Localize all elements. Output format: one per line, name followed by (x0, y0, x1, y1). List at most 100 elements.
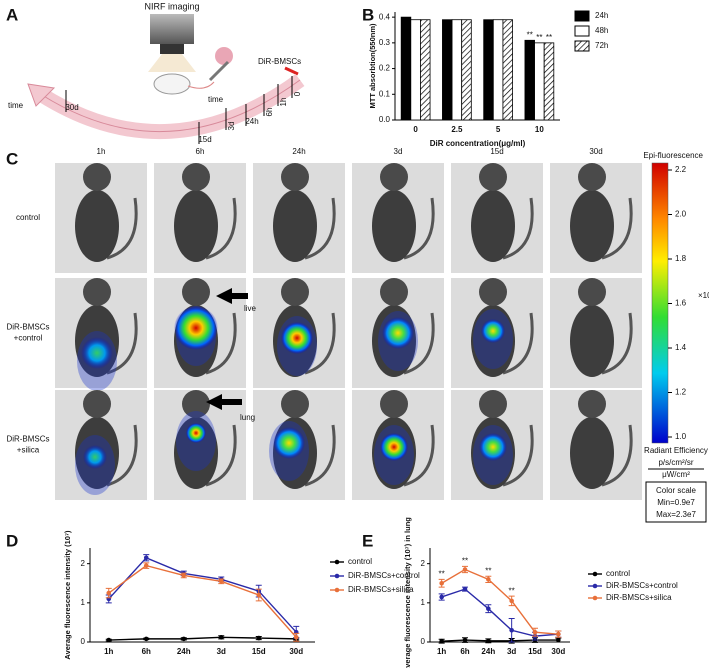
row-label: +control (14, 334, 43, 343)
mouse-body (174, 417, 218, 489)
fluorescence-spot (273, 427, 305, 459)
column-header: 3d (394, 147, 403, 156)
x-tick-label: 1h (104, 647, 113, 656)
mouse-head (83, 390, 111, 418)
point (462, 637, 468, 643)
row-label: control (16, 213, 40, 222)
y-tick-label: 0.0 (379, 115, 391, 124)
mouse-tail (403, 312, 435, 375)
line (441, 639, 559, 642)
mouse-head (380, 163, 408, 191)
mouse-tail (205, 312, 237, 375)
legend-marker (334, 559, 340, 565)
line (108, 564, 297, 638)
colorbar-tick-label: 1.2 (675, 388, 687, 397)
point (532, 629, 538, 635)
row-label: +silica (17, 446, 40, 455)
mouse-tail (304, 312, 336, 375)
panel-label: B (362, 5, 374, 24)
legend-label: DiR-BMSCs+control (348, 571, 420, 580)
point (106, 637, 112, 643)
y-tick-label: 0 (421, 637, 426, 646)
legend-marker (334, 573, 340, 579)
x-tick-label: 3d (507, 647, 516, 656)
mouse-tail (601, 312, 633, 375)
legend-swatch (574, 25, 590, 37)
legend-marker (334, 587, 340, 593)
mouse-tail (205, 197, 237, 260)
y-tick-label: 0 (81, 637, 86, 646)
x-tick-label: 15d (528, 647, 542, 656)
x-tick-label: 5 (496, 125, 501, 134)
timepoint-label: 15d (198, 135, 211, 144)
point (439, 594, 444, 600)
mouse-tail (187, 81, 215, 89)
point (106, 590, 112, 596)
mouse-head (578, 163, 606, 191)
syringe (208, 60, 230, 82)
row-label: DiR-BMSCs (6, 435, 49, 444)
cell-label: DiR-BMSCs (258, 57, 301, 66)
x-tick-label: 3d (217, 647, 226, 656)
annotation: lung (240, 413, 255, 422)
scale-min: Min=0.9e7 (657, 498, 695, 507)
mouse-head (479, 390, 507, 418)
mouse-head (182, 278, 210, 306)
y-tick-label: 0.1 (379, 89, 391, 98)
mouse-tail (502, 197, 534, 260)
fluorescence-spot (83, 445, 107, 469)
time-label: time (208, 95, 224, 104)
timepoint-label: 6h (265, 108, 274, 117)
mouse-head (479, 163, 507, 191)
x-tick-label: 30d (289, 647, 303, 656)
x-tick-label: 24h (177, 647, 191, 656)
light-cone (148, 54, 196, 72)
bar (410, 19, 421, 121)
camera-lens (160, 44, 184, 54)
point (293, 635, 299, 640)
mouse-tail (502, 424, 534, 487)
mouse-tail (106, 312, 138, 375)
legend-swatch (574, 10, 590, 22)
bar (534, 42, 545, 121)
point (509, 598, 514, 604)
point (486, 638, 491, 644)
legend-marker (592, 571, 598, 577)
x-tick-label: 1h (437, 647, 446, 656)
legend-label: DiR-BMSCs+silica (606, 593, 672, 602)
panel-label: D (6, 531, 18, 550)
bar (400, 16, 412, 121)
point (462, 567, 468, 572)
column-header: 1h (97, 147, 106, 156)
line (441, 588, 559, 637)
colorbar (651, 162, 669, 444)
row-label: DiR-BMSCs (6, 323, 49, 332)
y-tick-label: 1 (421, 598, 426, 607)
colorbar-tick-label: 1.8 (675, 254, 687, 263)
point (556, 637, 561, 643)
significance-label: ** (527, 30, 533, 39)
bar (442, 19, 453, 121)
line (108, 636, 297, 641)
fluorescence-spot (186, 423, 206, 443)
panel-label: A (6, 5, 18, 24)
mouse-body (174, 190, 218, 262)
column-header: 24h (292, 147, 305, 156)
mouse-head (578, 278, 606, 306)
colorbar-tick-label: 1.4 (675, 343, 687, 352)
timeline: 30d 15d 3d 24h 6h 1h 0 (65, 76, 302, 144)
y-tick-label: 0.2 (379, 64, 391, 73)
significance-label: ** (485, 566, 491, 575)
y-tick-label: 2 (421, 559, 426, 568)
mouse-head (182, 163, 210, 191)
y-tick-label: 0.3 (379, 38, 391, 47)
legend-swatch (574, 40, 590, 52)
y-axis-label: Average fluorescence intensity (10⁷) in … (403, 517, 412, 668)
legend-label: control (606, 569, 630, 578)
fluorescence-spot (81, 337, 113, 369)
bar (524, 39, 535, 121)
mouse-head (83, 278, 111, 306)
legend-label: control (348, 557, 372, 566)
image-grid: 1h 6h 24h 3d 15d 30d control DiR-BMSCs +control D… (6, 147, 642, 500)
timepoint-label: 3d (227, 122, 236, 131)
